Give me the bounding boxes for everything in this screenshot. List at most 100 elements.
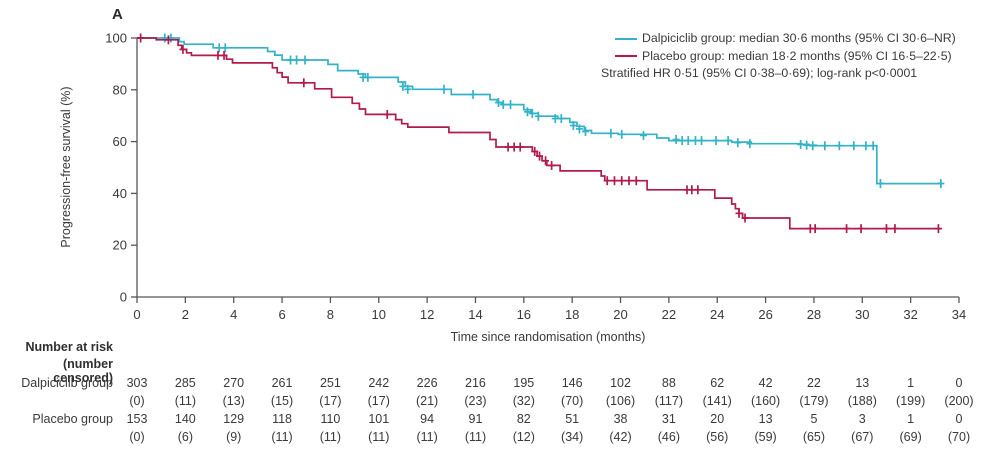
x-tick-label: 20 xyxy=(613,307,627,322)
legend-item-label: Dalpiciclib group: median 30·6 months (9… xyxy=(642,31,956,45)
risk-censored: (11) xyxy=(174,394,196,408)
risk-value: 110 xyxy=(320,412,341,426)
legend: Dalpiciclib group: median 30·6 months (9… xyxy=(601,30,956,83)
risk-value: 303 xyxy=(126,376,148,390)
risk-value: 91 xyxy=(468,412,483,426)
risk-censored: (46) xyxy=(657,430,680,444)
risk-row-label-placebo: Placebo group xyxy=(32,412,113,426)
legend-stratified-note: Stratified HR 0·51 (95% CI 0·38–0·69); l… xyxy=(601,66,918,80)
risk-value: 42 xyxy=(758,376,773,390)
risk-value: 153 xyxy=(126,412,148,426)
risk-value: 195 xyxy=(513,376,535,390)
risk-censored: (56) xyxy=(706,430,729,444)
risk-censored: (70) xyxy=(947,430,971,444)
legend-item-placebo: Placebo group: median 18·2 months (95% C… xyxy=(601,48,956,66)
risk-table-header: Number at risk xyxy=(25,340,113,354)
risk-censored: (67) xyxy=(851,430,874,444)
risk-value: 129 xyxy=(223,412,245,426)
risk-value: 51 xyxy=(565,412,580,426)
x-axis-title: Time since randomisation (months) xyxy=(450,330,646,344)
y-tick-label: 100 xyxy=(105,31,127,46)
risk-censored: (12) xyxy=(512,430,535,444)
x-tick-label: 22 xyxy=(662,307,676,322)
x-tick-label: 32 xyxy=(903,307,917,322)
risk-censored: (11) xyxy=(368,430,390,444)
dalpiciclib-line-swatch-icon xyxy=(615,37,637,40)
risk-censored: (17) xyxy=(367,394,390,408)
risk-censored: (59) xyxy=(754,430,777,444)
x-tick-label: 4 xyxy=(230,307,237,322)
risk-censored: (179) xyxy=(799,394,829,408)
risk-value: 0 xyxy=(955,412,963,426)
risk-row-label-dalpiciclib: Dalpiciclib group xyxy=(21,376,113,390)
x-tick-label: 6 xyxy=(278,307,285,322)
risk-table-subheader: (number censored) xyxy=(53,357,113,385)
x-tick-label: 24 xyxy=(710,307,724,322)
risk-value: 226 xyxy=(416,376,438,390)
risk-value: 3 xyxy=(858,412,866,426)
risk-censored: (11) xyxy=(464,430,487,444)
risk-value: 13 xyxy=(758,412,773,426)
risk-censored: (21) xyxy=(415,394,439,408)
risk-value: 0 xyxy=(955,376,963,390)
x-tick-label: 28 xyxy=(807,307,821,322)
risk-value: 140 xyxy=(174,412,196,426)
legend-item-dalpiciclib: Dalpiciclib group: median 30·6 months (9… xyxy=(601,30,956,48)
y-tick-label: 80 xyxy=(113,82,127,97)
risk-censored: (0) xyxy=(129,394,145,408)
risk-censored: (11) xyxy=(416,430,438,444)
risk-value: 261 xyxy=(271,376,293,390)
x-tick-label: 10 xyxy=(372,307,386,322)
y-tick-label: 20 xyxy=(113,238,127,253)
risk-value: 20 xyxy=(710,412,725,426)
risk-censored: (160) xyxy=(750,394,781,408)
x-tick-label: 12 xyxy=(420,307,434,322)
risk-censored: (0) xyxy=(129,430,145,444)
risk-censored: (42) xyxy=(609,430,632,444)
risk-value: 285 xyxy=(174,376,196,390)
risk-value: 101 xyxy=(368,412,390,426)
risk-censored: (34) xyxy=(561,430,584,444)
risk-censored: (117) xyxy=(654,394,683,408)
risk-value: 82 xyxy=(516,412,531,426)
risk-censored: (141) xyxy=(702,394,732,408)
placebo-line-swatch-icon xyxy=(615,55,637,58)
risk-value: 88 xyxy=(661,376,676,390)
risk-censored: (65) xyxy=(802,430,826,444)
risk-censored: (188) xyxy=(847,394,877,408)
risk-censored: (32) xyxy=(512,394,535,408)
risk-value: 5 xyxy=(810,412,818,426)
risk-value: 102 xyxy=(610,376,631,390)
risk-censored: (11) xyxy=(271,430,293,444)
risk-value: 1 xyxy=(907,376,915,390)
risk-censored: (106) xyxy=(605,394,636,408)
x-tick-label: 0 xyxy=(133,307,140,322)
risk-censored: (199) xyxy=(896,394,926,408)
risk-censored: (69) xyxy=(899,430,922,444)
x-tick-label: 14 xyxy=(468,307,482,322)
y-tick-label: 0 xyxy=(120,290,127,305)
legend-item-label: Placebo group: median 18·2 months (95% C… xyxy=(642,48,952,63)
risk-censored: (15) xyxy=(270,394,294,408)
panel-letter: A xyxy=(112,6,123,23)
risk-censored: (11) xyxy=(319,430,342,444)
risk-censored: (9) xyxy=(226,430,242,444)
risk-censored: (17) xyxy=(319,394,342,408)
risk-censored: (6) xyxy=(177,430,193,444)
survival-curve-placebo xyxy=(137,37,940,230)
x-tick-label: 34 xyxy=(952,307,966,322)
y-tick-label: 60 xyxy=(113,134,127,149)
risk-censored: (23) xyxy=(464,394,487,408)
risk-value: 31 xyxy=(661,412,676,426)
risk-value: 13 xyxy=(855,376,870,390)
risk-value: 1 xyxy=(907,412,915,426)
risk-value: 94 xyxy=(420,412,435,426)
x-tick-label: 30 xyxy=(855,307,869,322)
risk-value: 216 xyxy=(465,376,486,390)
risk-censored: (200) xyxy=(944,394,974,408)
risk-value: 270 xyxy=(223,376,245,390)
risk-value: 251 xyxy=(319,376,341,390)
risk-censored: (13) xyxy=(222,394,245,408)
x-tick-label: 18 xyxy=(565,307,579,322)
